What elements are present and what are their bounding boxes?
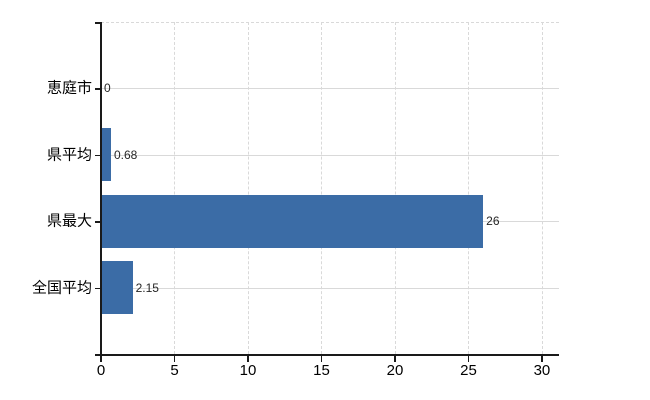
y-axis <box>100 22 102 360</box>
bar-value-label: 0.68 <box>113 147 138 162</box>
vertical-gridline <box>394 22 396 354</box>
x-tick-label: 20 <box>386 362 404 379</box>
x-tick <box>394 355 396 362</box>
x-axis <box>95 354 559 356</box>
x-tick <box>467 355 470 362</box>
x-tick-label: 30 <box>533 362 551 379</box>
plot-top-border <box>101 22 559 23</box>
x-tick-label: 0 <box>96 362 106 379</box>
x-tick <box>173 355 176 362</box>
vertical-gridline <box>468 22 470 354</box>
x-tick <box>247 355 249 362</box>
vertical-gridline <box>321 22 323 354</box>
bar-value-label: 26 <box>486 214 500 229</box>
x-tick-label: 5 <box>170 362 179 379</box>
horizontal-gridline <box>101 88 559 90</box>
x-tick <box>100 355 102 362</box>
bar-value-label: 2.15 <box>135 280 159 295</box>
y-tick <box>95 221 101 223</box>
horizontal-gridline <box>101 287 559 289</box>
y-tick <box>95 287 101 290</box>
x-tick <box>541 355 543 362</box>
bar-value-label: 0 <box>104 81 111 96</box>
category-label: 県最大 <box>46 212 92 230</box>
bar <box>101 261 133 315</box>
vertical-gridline <box>174 22 176 354</box>
vertical-gridline <box>541 22 543 354</box>
bar <box>101 128 111 182</box>
vertical-gridline <box>247 22 249 354</box>
x-tick-label: 10 <box>239 362 257 379</box>
bar <box>101 194 484 248</box>
y-tick <box>95 88 101 90</box>
category-label: 恵庭市 <box>46 79 92 97</box>
category-label: 県平均 <box>46 146 92 164</box>
y-tick <box>95 22 101 24</box>
x-tick-label: 15 <box>313 362 330 379</box>
x-tick <box>320 355 323 362</box>
category-label: 全国平均 <box>31 279 92 297</box>
x-tick-label: 25 <box>460 362 477 379</box>
horizontal-gridline <box>101 154 559 156</box>
y-tick <box>95 154 101 157</box>
